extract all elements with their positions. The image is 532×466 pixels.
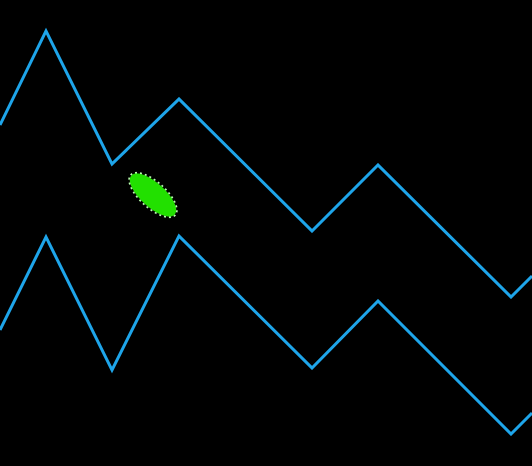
cave-floor bbox=[0, 233, 532, 437]
ship-icon bbox=[128, 171, 178, 219]
ship-outline bbox=[128, 171, 178, 219]
ship-body bbox=[129, 173, 177, 217]
cave-ceiling bbox=[0, 27, 532, 300]
